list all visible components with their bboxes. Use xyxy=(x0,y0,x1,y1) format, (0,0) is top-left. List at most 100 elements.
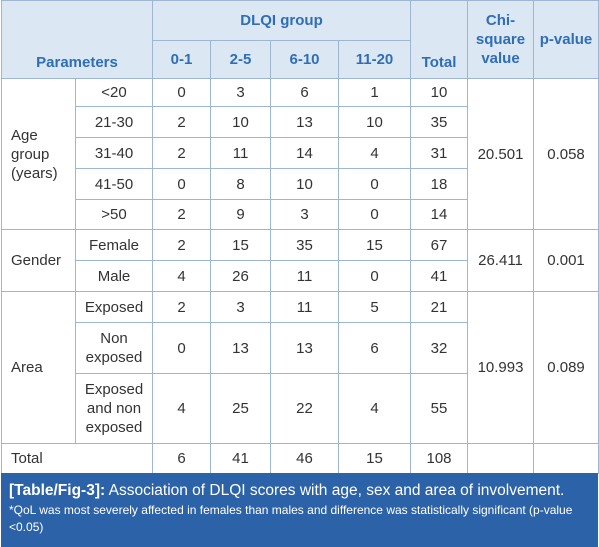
sub-label: Exposed and non exposed xyxy=(74,373,154,444)
section-label: Area xyxy=(1,291,76,444)
value-cell: 15 xyxy=(210,229,272,261)
value-cell: 3 xyxy=(270,199,340,230)
value-cell: 2 xyxy=(152,106,212,138)
value-cell: 4 xyxy=(152,373,212,444)
p-value: 0.001 xyxy=(533,229,599,292)
value-cell: 26 xyxy=(210,260,272,292)
value-cell: 2 xyxy=(152,229,212,261)
value-cell: 14 xyxy=(410,199,469,230)
value-cell: 4 xyxy=(338,373,412,444)
value-cell: 10 xyxy=(410,78,469,107)
sub-label: 31-40 xyxy=(74,137,154,169)
sub-label: <20 xyxy=(74,78,154,107)
value-cell: 10 xyxy=(210,106,272,138)
sub-label: 41-50 xyxy=(74,168,154,200)
sub-label: 21-30 xyxy=(74,106,154,138)
header-dlqi-group: DLQI group xyxy=(152,0,412,41)
caption: [Table/Fig-3]: Association of DLQI score… xyxy=(1,473,598,547)
value-cell: 13 xyxy=(270,322,340,374)
table-row: Gender Female 2 15 35 15 67 26.411 0.001 xyxy=(1,229,599,292)
value-cell: 13 xyxy=(210,322,272,374)
value-cell: 32 xyxy=(410,322,469,374)
value-cell: 2 xyxy=(152,199,212,230)
table: Parameters DLQI group Total Chi-square valu… xyxy=(0,0,599,474)
sub-label: Female xyxy=(74,229,154,261)
value-cell: 35 xyxy=(270,229,340,261)
value-cell: 11 xyxy=(210,137,272,169)
value-cell: 5 xyxy=(338,291,412,323)
value-cell: 6 xyxy=(338,322,412,374)
header-group: 2-5 xyxy=(210,40,272,79)
value-cell: 0 xyxy=(152,78,212,107)
table-row: Area Exposed 2 3 11 5 21 10.993 0.089 xyxy=(1,291,599,444)
total-cell: 6 xyxy=(152,443,212,474)
value-cell: 1 xyxy=(338,78,412,107)
chi-value: 10.993 xyxy=(467,291,535,444)
chi-value: 20.501 xyxy=(467,78,535,230)
value-cell: 31 xyxy=(410,137,469,169)
chi-value: 26.411 xyxy=(467,229,535,292)
value-cell: 13 xyxy=(270,106,340,138)
header-total: Total xyxy=(410,0,469,79)
caption-main: [Table/Fig-3]: Association of DLQI score… xyxy=(9,481,590,500)
value-cell: 8 xyxy=(210,168,272,200)
value-cell: 67 xyxy=(410,229,469,261)
value-cell: 0 xyxy=(152,168,212,200)
table-row: 41-50 0 8 10 0 18 xyxy=(2,168,599,200)
total-label: Total xyxy=(0,443,154,474)
table-row: Age group (years) <20 0 3 6 1 10 20.501 0.058 xyxy=(1,78,599,230)
caption-label: [Table/Fig-3]: xyxy=(9,482,106,499)
table-row: Male 4 26 11 0 41 xyxy=(2,260,599,292)
value-cell: 18 xyxy=(410,168,469,200)
value-cell: 2 xyxy=(152,291,212,323)
table-row: Parameters DLQI group Total Chi-square valu… xyxy=(0,0,599,79)
empty-cell xyxy=(467,443,535,474)
value-cell: 6 xyxy=(270,78,340,107)
header-p: p-value xyxy=(533,0,599,79)
total-cell: 108 xyxy=(410,443,469,474)
empty-cell xyxy=(533,443,599,474)
total-cell: 41 xyxy=(210,443,272,474)
sub-label: Non exposed xyxy=(74,322,154,374)
value-cell: 4 xyxy=(338,137,412,169)
table-row: 31-40 2 11 14 4 31 xyxy=(2,137,599,169)
total-cell: 46 xyxy=(270,443,340,474)
table-row: Total 6 41 46 15 108 xyxy=(0,443,599,474)
sub-label: >50 xyxy=(74,199,154,230)
value-cell: 0 xyxy=(338,260,412,292)
value-cell: 35 xyxy=(410,106,469,138)
caption-note: *QoL was most severely affected in femal… xyxy=(9,503,573,534)
sub-label: Male xyxy=(74,260,154,292)
section-label: Age group (years) xyxy=(1,78,76,230)
table-row: 21-30 2 10 13 10 35 xyxy=(2,106,599,138)
sub-label: Exposed xyxy=(74,291,154,323)
value-cell: 9 xyxy=(210,199,272,230)
value-cell: 55 xyxy=(410,373,469,444)
value-cell: 14 xyxy=(270,137,340,169)
value-cell: 0 xyxy=(338,168,412,200)
value-cell: 11 xyxy=(270,291,340,323)
value-cell: 41 xyxy=(410,260,469,292)
value-cell: 10 xyxy=(338,106,412,138)
header-group: 11-20 xyxy=(338,40,412,79)
value-cell: 2 xyxy=(152,137,212,169)
header-group: 0-1 xyxy=(152,40,212,79)
value-cell: 25 xyxy=(210,373,272,444)
value-cell: 3 xyxy=(210,78,272,107)
value-cell: 11 xyxy=(270,260,340,292)
value-cell: 10 xyxy=(270,168,340,200)
total-cell: 15 xyxy=(338,443,412,474)
value-cell: 15 xyxy=(338,229,412,261)
value-cell: 0 xyxy=(338,199,412,230)
p-value: 0.058 xyxy=(533,78,599,230)
value-cell: 3 xyxy=(210,291,272,323)
p-value: 0.089 xyxy=(533,291,599,444)
header-parameters: Parameters xyxy=(0,0,154,79)
section-label: Gender xyxy=(1,229,76,292)
value-cell: 21 xyxy=(410,291,469,323)
value-cell: 22 xyxy=(270,373,340,444)
value-cell: 0 xyxy=(152,322,212,374)
table-row: Exposed and non exposed 4 25 22 4 55 xyxy=(2,373,599,444)
caption-text: Association of DLQI scores with age, sex… xyxy=(108,482,565,499)
